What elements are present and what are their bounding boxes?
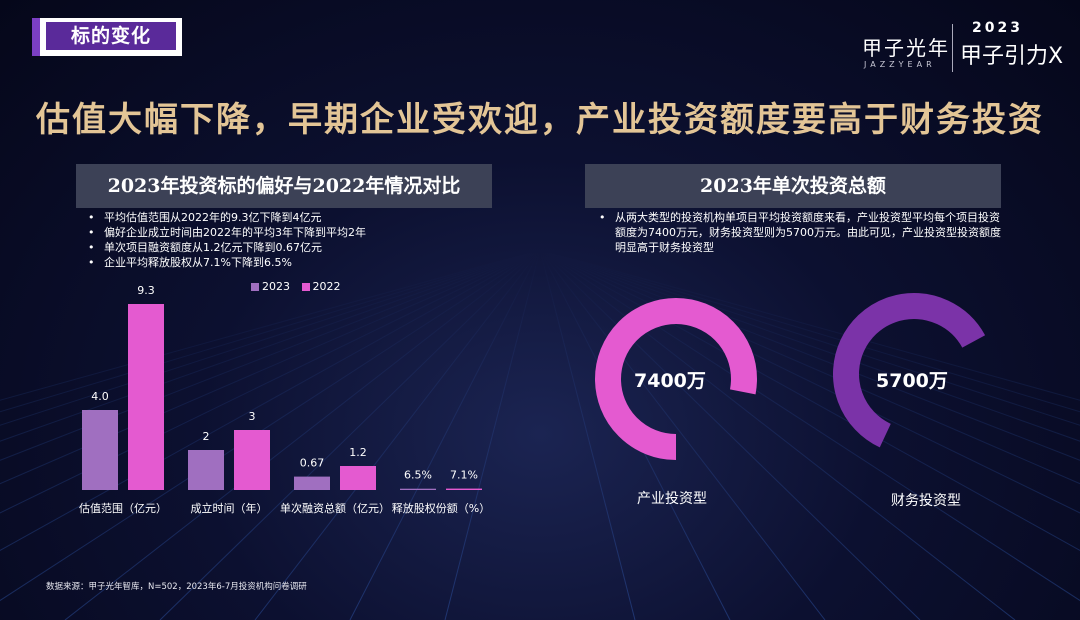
category-label: 成立时间（年） (191, 501, 268, 515)
grid-line (64, 249, 541, 620)
page-headline: 估值大幅下降，早期企业受欢迎，产业投资额度要高于财务投资 (36, 100, 1044, 140)
category-label: 释放股权份额（%） (392, 501, 490, 515)
grid-line (159, 249, 541, 620)
bar-value-label: 6.5% (404, 469, 432, 482)
brand-divider (952, 24, 953, 72)
grid-line (349, 249, 541, 620)
grid-line (0, 249, 541, 413)
right-panel-title: 2023年单次投资总额 (585, 164, 1001, 208)
grid-line (444, 249, 541, 620)
brand-name: 甲子光年 (862, 36, 950, 60)
left-bullet: 单次项目融资额度从1.2亿元下降到0.67亿元 (88, 240, 498, 255)
category-label: 估值范围（亿元） (79, 501, 167, 515)
brand-sub: 甲子引力X (960, 44, 1064, 69)
grid-line (0, 249, 541, 552)
comparison-bar-chart: 4.0 9.3 估值范围（亿元） 2 3 成立时间（年） 0.67 1.2 单次融资总额（亿元）… (79, 284, 490, 515)
grid-line (0, 249, 541, 442)
left-bullet: 平均估值范围从2022年的9.3亿下降到4亿元 (88, 210, 498, 225)
grid-line (539, 249, 921, 620)
left-bullet: 企业平均释放股权从7.1%下降到6.5% (88, 255, 498, 270)
donut-financial (833, 293, 995, 455)
bar-2022-0 (128, 304, 164, 490)
bar-2022-1 (234, 430, 270, 490)
bar-value-label: 4.0 (91, 390, 109, 403)
bar-legend: 2023 2022 (251, 280, 349, 293)
right-bullet: 从两大类型的投资机构单项目平均投资额度来看，产业投资型平均每个项目投资额度为74… (599, 210, 1009, 255)
donut-arc (595, 298, 757, 460)
grid-line (539, 249, 1016, 620)
grid-line (539, 249, 1080, 413)
left-bullet-list: 平均估值范围从2022年的9.3亿下降到4亿元 偏好企业成立时间由2022年的平… (86, 210, 498, 270)
bar-value-label: 2 (203, 430, 210, 443)
bar-2023-0 (82, 410, 118, 490)
category-label: 单次融资总额（亿元） (280, 501, 390, 515)
grid-line (539, 249, 636, 620)
grid-line (0, 249, 541, 426)
grid-line (539, 249, 1080, 426)
legend-swatch (251, 283, 259, 291)
bar-value-label: 7.1% (450, 469, 478, 482)
grid-line (539, 249, 1080, 401)
donut-label-industrial: 产业投资型 (637, 491, 707, 507)
donut-value-financial: 5700万 (876, 370, 948, 392)
brand-year: 2023 (972, 20, 1023, 36)
grid-line (0, 249, 541, 461)
brand-name-en: JAZZYEAR (864, 60, 936, 69)
grid-line (539, 249, 826, 620)
legend-item-2023: 2023 (251, 280, 290, 293)
left-panel-title: 2023年投资标的偏好与2022年情况对比 (76, 164, 492, 208)
legend-swatch (301, 283, 310, 291)
bar-2022-2 (340, 466, 376, 490)
donut-industrial (595, 298, 757, 460)
bar-2023-1 (188, 450, 224, 490)
donut-label-financial: 财务投资型 (891, 493, 961, 509)
tag-accent-bar (32, 18, 40, 56)
bar-2022-3 (446, 488, 482, 490)
left-bullet: 偏好企业成立时间由2022年的平均3年下降到平均2年 (88, 225, 498, 240)
grid-line (0, 249, 541, 401)
section-tag-label: 标的变化 (46, 22, 176, 50)
right-bullet-list: 从两大类型的投资机构单项目平均投资额度来看，产业投资型平均每个项目投资额度为74… (597, 210, 1009, 255)
legend-label: 2022 (312, 280, 341, 293)
bar-2023-2 (294, 476, 330, 490)
section-tag: 标的变化 (32, 18, 182, 56)
data-source-note: 数据来源：甲子光年智库，N=502，2023年6-7月投资机构问卷调研 (46, 582, 307, 592)
bar-value-label: 3 (249, 410, 256, 423)
bar-value-label: 9.3 (137, 284, 155, 297)
donut-value-industrial: 7400万 (634, 370, 706, 392)
bar-value-label: 0.67 (300, 457, 325, 470)
legend-item-2022: 2022 (301, 280, 341, 293)
grid-line (254, 249, 541, 620)
bar-2023-3 (400, 488, 436, 490)
legend-label: 2023 (262, 280, 290, 293)
bar-value-label: 1.2 (349, 446, 367, 459)
